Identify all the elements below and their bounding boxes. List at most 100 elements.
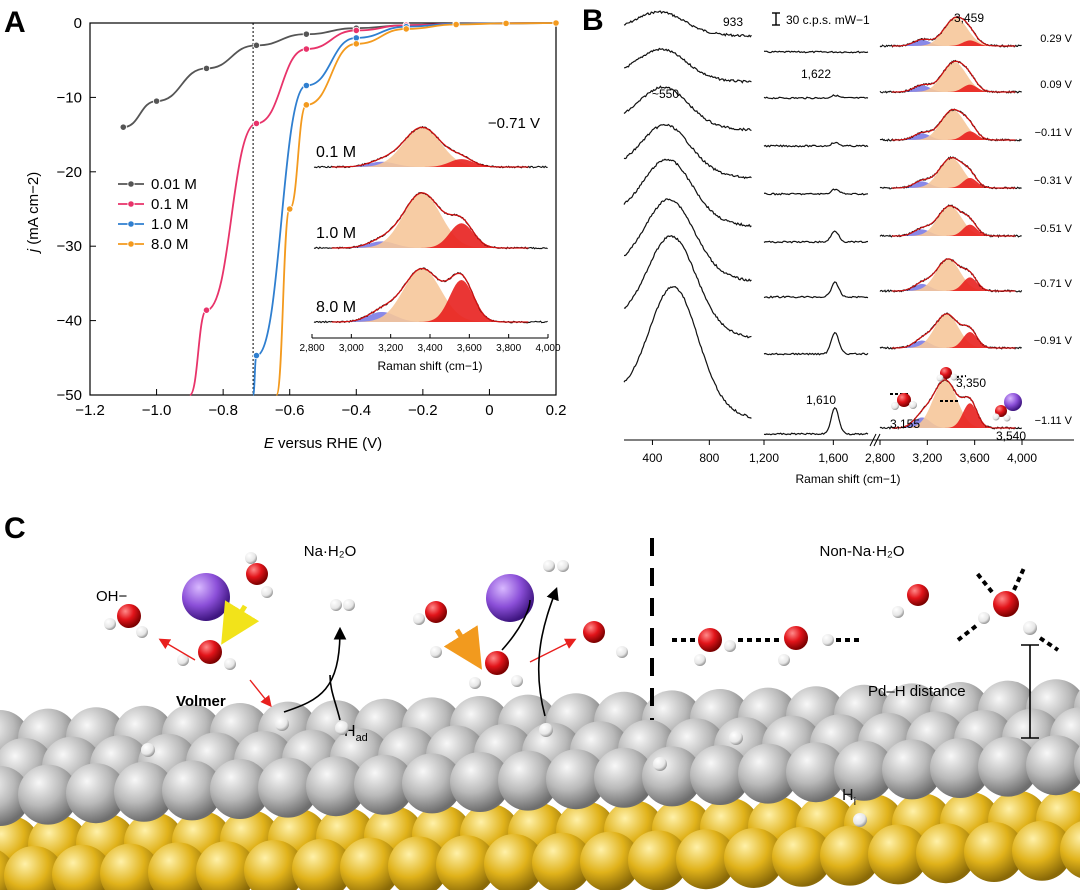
x-tick-label: −1.0	[142, 402, 172, 419]
series-point	[302, 81, 310, 90]
inset-fit	[331, 192, 529, 249]
oh-fit	[891, 108, 1016, 141]
trace-low-region	[623, 10, 752, 38]
pd-atom	[546, 749, 606, 810]
panel-a-xlabel: E versus RHE (V)	[264, 435, 382, 452]
oh-component	[891, 259, 1017, 291]
series-line-01	[188, 22, 557, 396]
inset-tick-label: 3,400	[417, 343, 442, 354]
gold-atom	[292, 838, 352, 890]
peak-1610-label: 1,610	[806, 393, 836, 407]
potential-label: −0.31 V	[1034, 175, 1073, 187]
series-point	[202, 64, 211, 72]
gold-atom	[772, 826, 832, 887]
panel-a-axes: −1.2 −1.0 −0.8 −0.6 −0.4 −0.2 0 0.2 0 −10 −20 −30 −4…	[57, 15, 567, 419]
axis-break	[873, 433, 881, 447]
panel-a-frame	[89, 22, 557, 396]
inset-component	[331, 193, 529, 248]
left-molecules	[104, 552, 355, 735]
pd-atom	[1074, 745, 1080, 782]
inset-potential: −0.71 V	[488, 115, 540, 132]
pd-atom	[162, 760, 222, 821]
legend-label: 8.0 M	[151, 236, 189, 253]
series-point	[552, 19, 560, 27]
oh-component	[891, 85, 1017, 92]
pd-atom	[498, 750, 558, 811]
panel-a-ylabel: j (mA cm−2)	[25, 172, 42, 254]
trace-low-region	[623, 123, 752, 180]
oh-fit	[891, 313, 1016, 349]
panel-a-series	[119, 19, 560, 396]
potential-label: 0.29 V	[1040, 33, 1072, 45]
peak-3540-label: 3,540	[996, 429, 1026, 443]
potential-label: −0.91 V	[1034, 335, 1073, 347]
gold-atom	[724, 828, 784, 888]
potential-label: −0.71 V	[1034, 278, 1073, 290]
b-tick-label: 2,800	[865, 451, 895, 465]
pd-atom	[690, 745, 750, 805]
panel-b-xlabel: Raman shift (cm−1)	[795, 472, 900, 486]
axis-break	[869, 433, 877, 447]
oh-fit	[891, 157, 1016, 189]
pd-h-distance-label: Pd–H distance	[868, 683, 966, 700]
panel-b-ticks: 400 800 1,200 1,600 2,800 3,200 3,600 4,000	[642, 433, 1037, 465]
sodium-ion-left	[182, 573, 230, 621]
potential-label: −0.11 V	[1035, 127, 1073, 139]
peak-933-label: 933	[723, 15, 743, 29]
series-point	[252, 351, 261, 360]
gold-atom	[4, 846, 64, 890]
inset-concentration-label: 8.0 M	[316, 299, 356, 316]
trace-low-region	[623, 234, 752, 339]
trace-mid-region	[763, 281, 869, 299]
series-point	[302, 45, 310, 53]
inset-concentration-label: 0.1 M	[316, 144, 356, 161]
pd-atom	[18, 764, 78, 825]
gold-atom	[484, 834, 544, 890]
subsurface-hydrogen	[141, 743, 155, 757]
h-ad-label: Had	[344, 723, 368, 744]
trace-mid-region	[763, 406, 869, 436]
gold-atom	[436, 835, 496, 890]
pd-atom	[834, 740, 894, 801]
oh-component	[891, 133, 1017, 140]
gold-atom	[196, 841, 256, 890]
inset-component	[331, 127, 529, 167]
series-point	[252, 119, 261, 128]
series-point	[352, 40, 360, 48]
peak-3459-label: 3,459	[954, 11, 984, 25]
inset-fit	[331, 267, 529, 323]
y-tick-label: −30	[57, 238, 82, 255]
inset-tick-label: 2,800	[299, 343, 324, 354]
trace-low-region	[623, 158, 752, 228]
inset-tick-label: 3,600	[457, 343, 482, 354]
inset-tick-label: 3,800	[496, 343, 521, 354]
peak-3350-label: 3,350	[956, 376, 986, 390]
inset-concentration-label: 1.0 M	[316, 225, 356, 242]
gold-atom	[628, 830, 688, 890]
h-i-label: Hi	[842, 787, 856, 808]
potential-label: −0.51 V	[1034, 223, 1073, 235]
legend-marker	[127, 180, 135, 188]
series-point	[352, 34, 360, 42]
y-tick-label: 0	[74, 15, 82, 32]
series-point	[152, 97, 161, 105]
oh-component	[891, 206, 1017, 236]
panel-a-legend: 0.01 M 0.1 M 1.0 M 8.0 M	[118, 176, 197, 253]
series-point	[119, 123, 127, 131]
trace-low-region	[623, 85, 752, 132]
b-tick-label: 3,200	[912, 451, 942, 465]
oh-component	[891, 62, 1017, 92]
trace-mid-region	[763, 331, 869, 356]
gold-atom	[1060, 821, 1080, 878]
series-point	[252, 41, 261, 49]
oh-fit	[891, 16, 1016, 47]
inset-component	[331, 223, 529, 248]
panel-a-plot: −1.2 −1.0 −0.8 −0.6 −0.4 −0.2 0 0.2 0 −10 −20 −30 −4…	[25, 15, 566, 452]
peak-3155-label: 3,155	[890, 417, 920, 431]
oh-fit	[891, 205, 1016, 237]
series-point	[302, 30, 310, 38]
series-point	[352, 26, 360, 35]
oh-minus-label: OH−	[96, 588, 128, 605]
pd-atom	[114, 761, 174, 822]
series-line-001	[123, 22, 557, 129]
